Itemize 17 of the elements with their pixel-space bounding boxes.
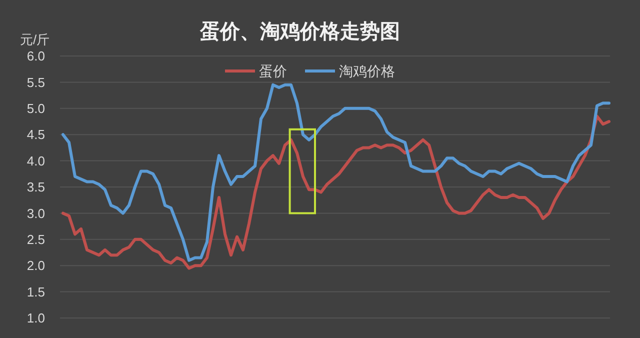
y-tick-label: 5.0: [26, 100, 45, 116]
line-series: [62, 83, 610, 262]
y-tick-label: 1.5: [26, 284, 45, 300]
legend-label: 蛋价: [259, 62, 287, 79]
y-tick-label: 6.0: [26, 48, 45, 64]
chart-title: 蛋价、淘鸡价格走势图: [199, 19, 400, 43]
line-series: [62, 114, 610, 270]
y-tick-label: 3.0: [26, 206, 45, 221]
y-tick-label: 5.5: [26, 74, 45, 90]
y-tick-label: 2.0: [26, 258, 45, 274]
y-axis-title: 元/斤: [20, 32, 50, 47]
y-tick-label: 1.0: [26, 310, 45, 326]
y-tick-label: 4.0: [26, 153, 45, 168]
y-tick-label: 4.5: [26, 127, 45, 142]
y-tick-label: 2.5: [26, 232, 45, 247]
legend-label: 淘鸡价格: [339, 62, 395, 79]
y-tick-label: 3.5: [26, 180, 45, 195]
